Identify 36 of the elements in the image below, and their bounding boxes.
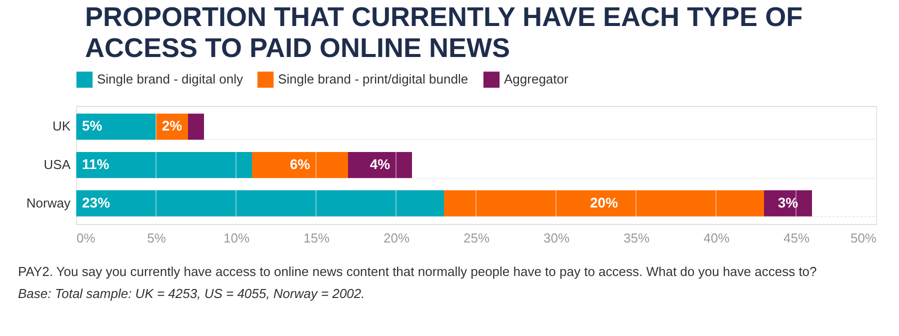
bar xyxy=(348,152,412,178)
bar xyxy=(76,152,252,178)
x-tick-label: 45% xyxy=(783,230,810,246)
y-tick-label: UK xyxy=(52,118,71,134)
data-label: 4% xyxy=(370,156,391,172)
bar xyxy=(252,152,348,178)
bar xyxy=(764,190,812,216)
data-label: 20% xyxy=(590,194,619,210)
x-tick-label: 10% xyxy=(223,230,250,246)
chart-title: PROPORTION THAT CURRENTLY HAVE EACH TYPE OF ACCESS TO PAID ONLINE NEWS xyxy=(85,2,803,63)
x-tick-label: 5% xyxy=(147,230,166,246)
legend-label: Single brand - digital only xyxy=(97,72,244,87)
data-label: 5% xyxy=(82,118,103,134)
x-tick-label: 15% xyxy=(303,230,330,246)
x-tick-label: 50% xyxy=(850,230,877,246)
y-tick-label: USA xyxy=(44,157,71,172)
x-tick-label: 20% xyxy=(383,230,410,246)
x-tick-label: 0% xyxy=(76,230,96,246)
bar xyxy=(76,190,444,216)
data-label: 3% xyxy=(778,194,799,210)
data-label: 2% xyxy=(162,118,183,134)
text: PAY2. You say you currently have access to online news content that normally people have to pay to access. What do you have access to? xyxy=(18,264,817,279)
bar xyxy=(188,114,204,140)
x-tick-label: 40% xyxy=(703,230,730,246)
bar xyxy=(444,190,764,216)
data-label: 23% xyxy=(82,194,111,210)
y-tick-label: Norway xyxy=(26,195,71,210)
x-tick-label: 35% xyxy=(623,230,650,246)
legend-label: Aggregator xyxy=(504,72,569,87)
text: Base: Total sample: UK = 4253, US = 4055, Norway = 2002. xyxy=(18,286,365,301)
x-tick-label: 30% xyxy=(543,230,570,246)
data-label: 11% xyxy=(82,156,110,172)
legend-label: Single brand - print/digital bundle xyxy=(278,72,468,87)
x-tick-label: 25% xyxy=(463,230,490,246)
bar xyxy=(76,114,156,140)
data-label: 6% xyxy=(290,156,311,172)
